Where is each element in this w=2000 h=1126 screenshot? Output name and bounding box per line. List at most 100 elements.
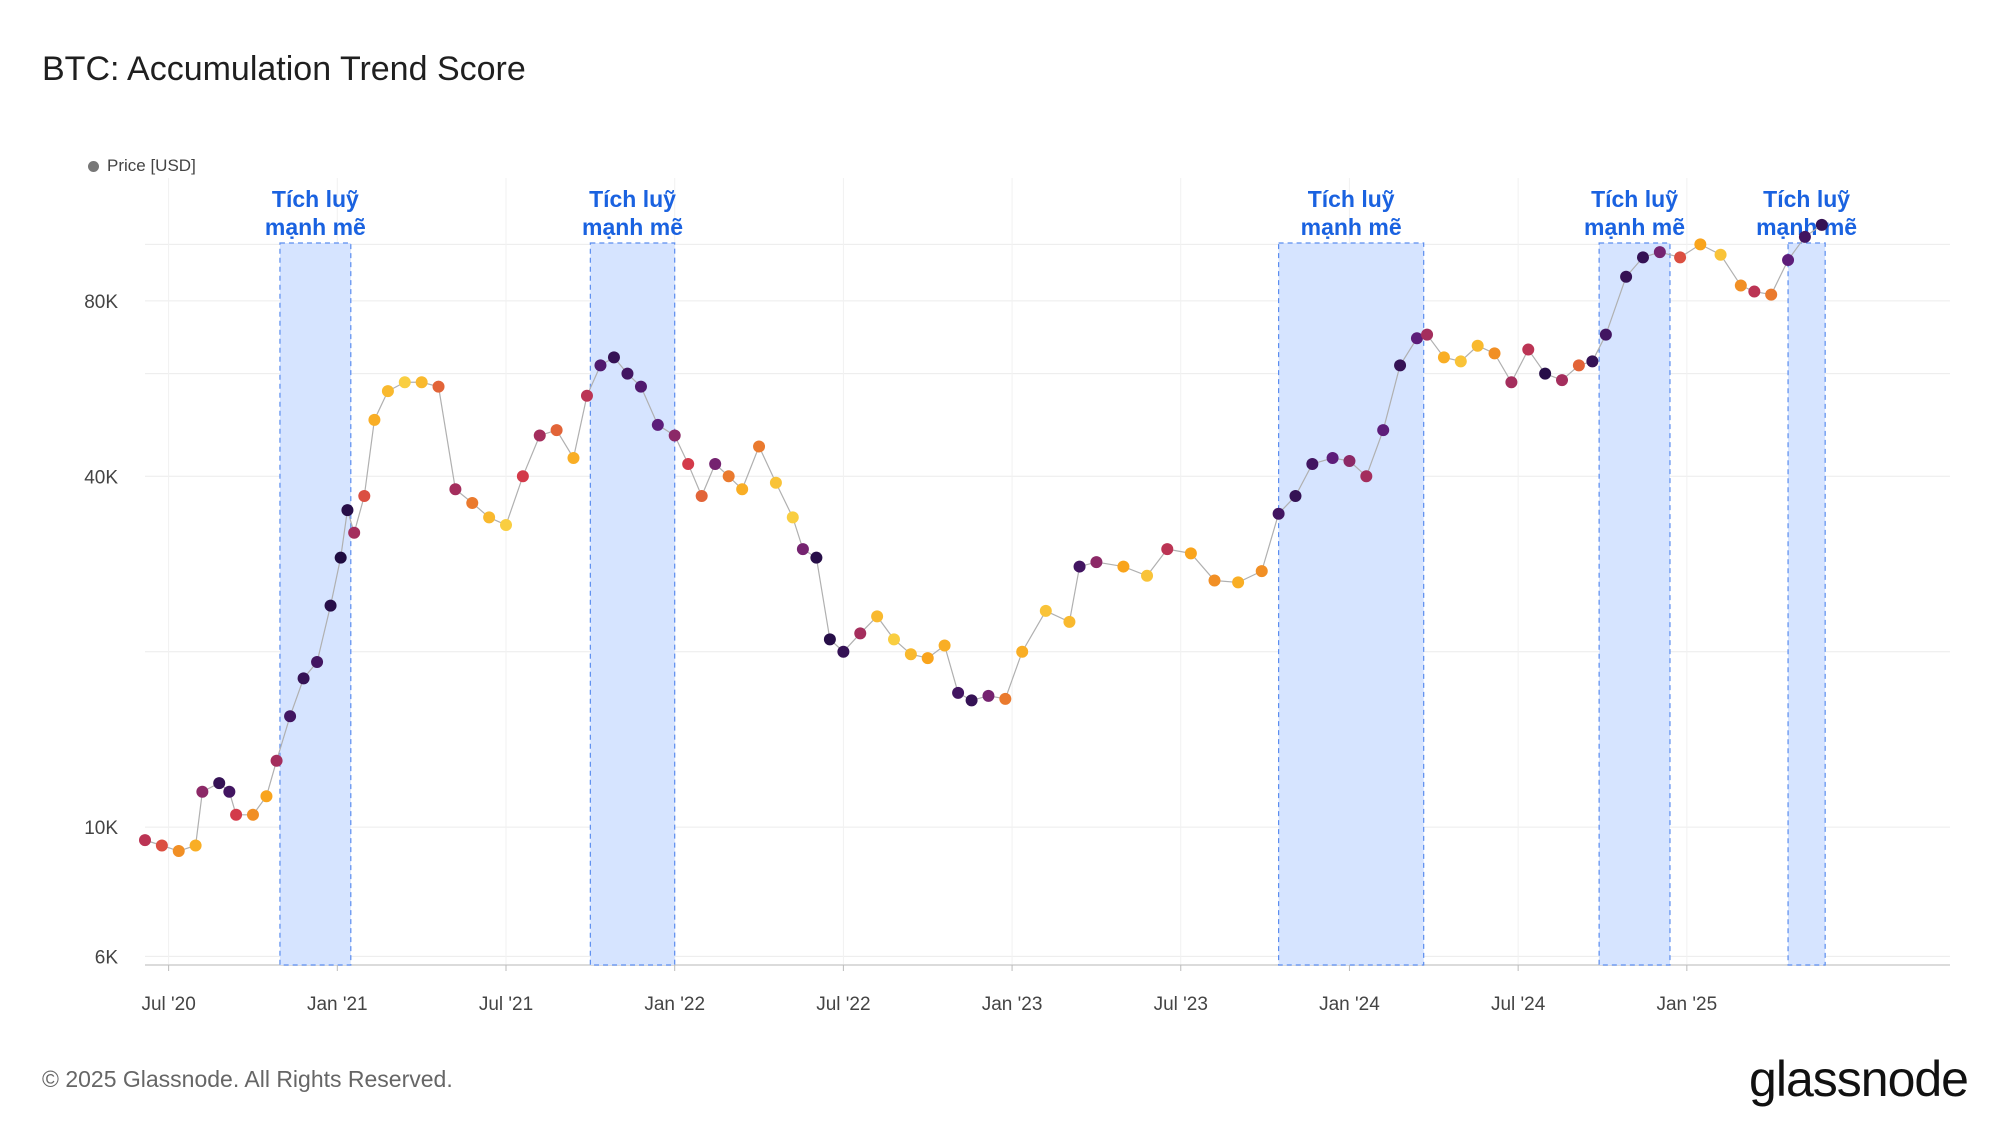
band-label-line2: mạnh mẽ [582,214,683,240]
accumulation-band [279,242,352,966]
price-point [1782,254,1795,267]
price-point [810,551,823,564]
price-point [341,504,354,517]
price-point [172,845,185,858]
price-point [651,418,664,431]
price-point [348,526,361,539]
price-point [1539,367,1552,380]
price-point [1694,238,1707,251]
price-point [1161,543,1174,556]
band-label-line1: Tích luỹ [272,186,359,212]
price-path [144,224,1823,852]
x-tick-label: Jul '24 [1491,994,1546,1015]
price-point [871,610,884,623]
price-point [709,457,722,470]
x-tick-label: Jul '21 [479,994,533,1015]
price-point [668,429,681,442]
y-tick-label: 40K [84,467,118,488]
band-label-line1: Tích luỹ [589,186,676,212]
price-point [398,376,411,389]
price-point [213,777,226,790]
band-label-line1: Tích luỹ [1763,186,1850,212]
chart-legend[interactable]: Price [USD] [88,156,196,176]
price-point [1306,457,1319,470]
price-point [368,413,381,426]
price-point [1421,328,1434,341]
price-point [1798,230,1811,243]
y-axis: 6K 10K 40K 80K [84,292,118,969]
price-point [1039,604,1052,617]
price-point [904,648,917,661]
price-point [189,839,202,852]
price-point [621,367,634,380]
price-point [311,656,324,669]
price-point [999,692,1012,705]
price-point [1734,279,1747,292]
price-point [786,511,799,524]
price-point [1117,560,1130,573]
price-points [139,218,1828,858]
price-point [921,652,934,665]
price-point [1586,355,1599,368]
y-tick-label: 10K [84,818,118,839]
price-point [796,543,809,556]
price-point [1653,246,1666,259]
price-point [516,470,529,483]
x-tick-label: Jul '20 [141,994,195,1015]
price-point [483,511,496,524]
accumulation-band [589,242,676,966]
price-point [1471,339,1484,352]
legend-dot-icon [88,160,99,172]
price-point [1454,355,1467,368]
price-point [580,389,593,402]
price-point [634,380,647,393]
price-point [260,790,273,803]
price-point [1572,359,1585,372]
price-point [823,633,836,646]
price-point [837,645,850,658]
y-tick-label: 6K [95,947,119,968]
price-point [1272,507,1285,520]
price-point [736,483,749,496]
brand-logo: glassnode [1749,1051,1969,1107]
price-point [550,424,563,437]
price-point [223,785,236,798]
price-point [230,808,243,821]
price-point [270,754,283,767]
price-point [1343,454,1356,467]
x-tick-label: Jul '23 [1154,994,1208,1015]
price-point [854,627,867,640]
price-point [594,359,607,372]
price-point [722,470,735,483]
price-point [753,440,766,453]
price-point [1620,270,1633,283]
price-point [1714,248,1727,261]
band-label-line2: mạnh mẽ [265,214,366,240]
chart-title: BTC: Accumulation Trend Score [42,50,526,88]
band-label-line1: Tích luỹ [1308,186,1395,212]
price-point [1360,470,1373,483]
price-point [1636,251,1649,264]
price-point [297,672,310,685]
x-tick-label: Jan '21 [307,994,368,1015]
price-point [1326,451,1339,464]
price-point [533,429,546,442]
x-tick-label: Jan '22 [644,994,705,1015]
price-point [466,496,479,509]
price-point [1765,288,1778,301]
price-point [567,451,580,464]
price-point [1184,547,1197,560]
price-point [1410,332,1423,345]
accumulation-band [1598,242,1671,966]
band-label-line1: Tích luỹ [1591,186,1678,212]
price-point [1208,574,1221,587]
legend-label: Price [USD] [107,156,196,175]
price-point [1488,347,1501,360]
y-tick-label: 80K [84,292,118,313]
price-point [1394,359,1407,372]
price-point [1232,576,1245,589]
x-tick-label: Jul '22 [816,994,870,1015]
price-point [246,808,259,821]
price-point [607,351,620,364]
